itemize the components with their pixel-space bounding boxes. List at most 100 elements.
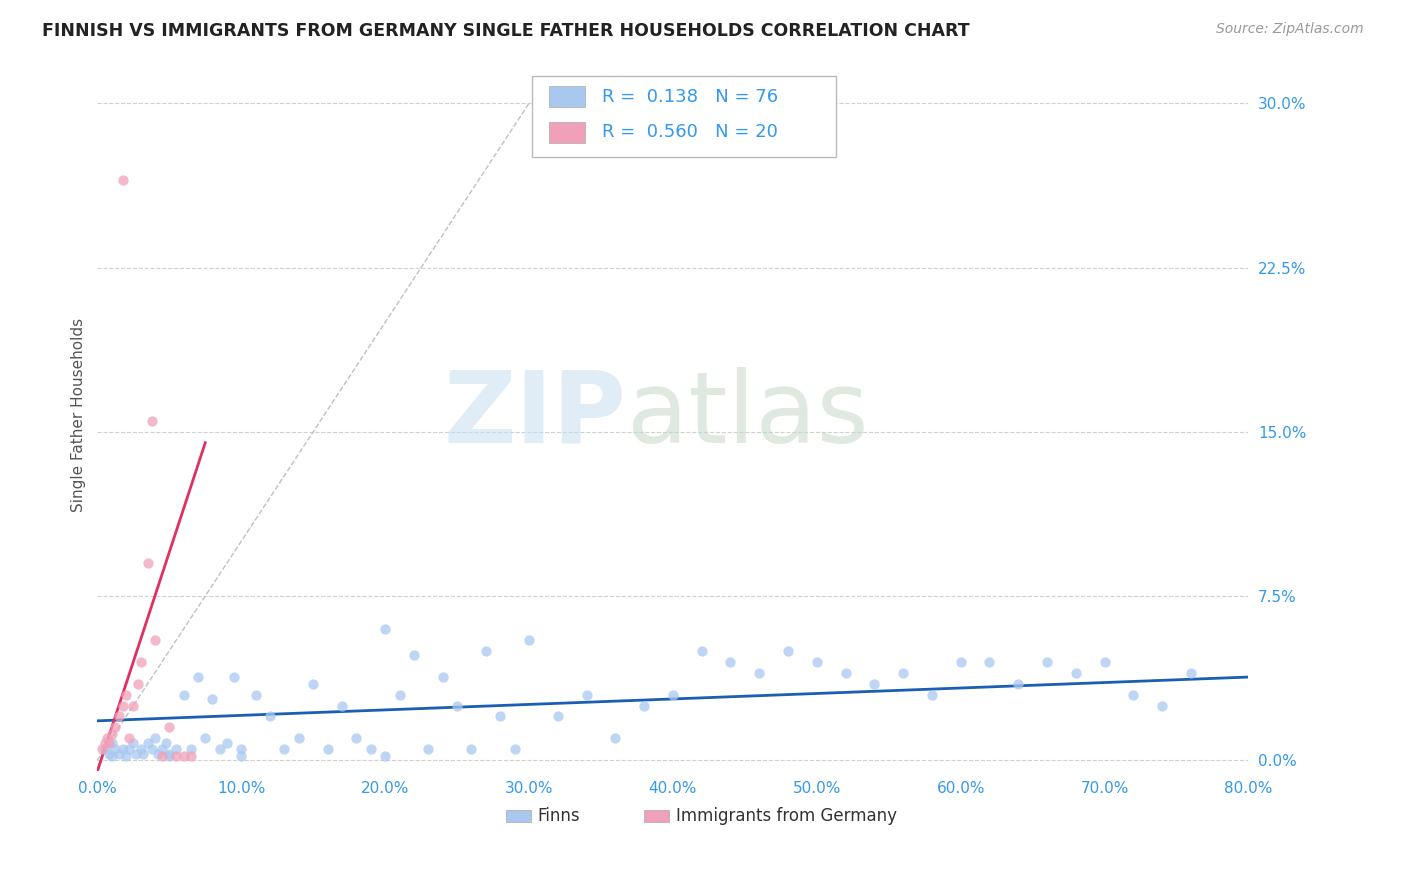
Point xyxy=(460,742,482,756)
Point xyxy=(418,742,440,756)
Point xyxy=(166,748,188,763)
Text: R =  0.560   N = 20: R = 0.560 N = 20 xyxy=(602,123,778,141)
Point xyxy=(129,742,152,756)
Point xyxy=(979,655,1001,669)
Point xyxy=(112,698,135,713)
Point xyxy=(150,742,173,756)
Point xyxy=(1007,676,1029,690)
Point xyxy=(104,720,127,734)
Point xyxy=(97,736,120,750)
Point xyxy=(141,742,163,756)
Text: FINNISH VS IMMIGRANTS FROM GERMANY SINGLE FATHER HOUSEHOLDS CORRELATION CHART: FINNISH VS IMMIGRANTS FROM GERMANY SINGL… xyxy=(42,22,970,40)
Point xyxy=(605,731,627,746)
Point xyxy=(108,709,131,723)
Point xyxy=(146,747,169,761)
Point xyxy=(122,698,145,713)
Point xyxy=(150,748,173,763)
Point xyxy=(259,709,281,723)
Point xyxy=(166,742,188,756)
Point xyxy=(891,665,914,680)
Point xyxy=(489,709,512,723)
Point xyxy=(1122,688,1144,702)
Point xyxy=(921,688,943,702)
Bar xyxy=(506,810,531,822)
Point xyxy=(231,748,253,763)
Point xyxy=(388,688,411,702)
Point xyxy=(432,670,454,684)
Point xyxy=(446,698,468,713)
Point xyxy=(201,692,224,706)
Point xyxy=(316,742,339,756)
Point xyxy=(662,688,685,702)
Point xyxy=(141,414,163,428)
Point xyxy=(93,742,115,756)
Point xyxy=(136,736,159,750)
Point xyxy=(374,622,396,636)
Point xyxy=(100,727,122,741)
Point xyxy=(104,742,127,756)
Point xyxy=(129,655,152,669)
Point xyxy=(157,748,180,763)
Point xyxy=(180,748,202,763)
Point xyxy=(157,720,180,734)
Point xyxy=(93,736,115,750)
Point xyxy=(100,748,122,763)
Bar xyxy=(548,121,585,143)
Text: R =  0.138   N = 76: R = 0.138 N = 76 xyxy=(602,87,778,105)
Point xyxy=(157,747,180,761)
Point xyxy=(863,676,886,690)
Point xyxy=(1064,665,1087,680)
Point xyxy=(245,688,267,702)
Point xyxy=(187,670,209,684)
Point xyxy=(302,676,325,690)
Point xyxy=(118,731,141,746)
Point xyxy=(690,644,713,658)
Point xyxy=(100,736,122,750)
Text: Immigrants from Germany: Immigrants from Germany xyxy=(676,807,897,825)
Point xyxy=(222,670,245,684)
Point xyxy=(748,665,770,680)
Point xyxy=(273,742,295,756)
Point xyxy=(125,747,148,761)
Text: Source: ZipAtlas.com: Source: ZipAtlas.com xyxy=(1216,22,1364,37)
Point xyxy=(180,742,202,756)
Point xyxy=(108,747,131,761)
Point xyxy=(97,747,120,761)
Point xyxy=(118,742,141,756)
Point xyxy=(173,748,195,763)
Point xyxy=(949,655,972,669)
Point xyxy=(136,556,159,570)
Point xyxy=(344,731,367,746)
Point xyxy=(374,748,396,763)
Point xyxy=(112,173,135,187)
Point xyxy=(208,742,231,756)
Point xyxy=(1094,655,1116,669)
Point xyxy=(806,655,828,669)
Point xyxy=(112,742,135,756)
Point xyxy=(143,632,166,647)
Point xyxy=(115,688,138,702)
Point xyxy=(402,648,425,662)
Bar xyxy=(644,810,669,822)
Point xyxy=(194,731,217,746)
Point xyxy=(143,731,166,746)
Text: ZIP: ZIP xyxy=(444,367,627,464)
Point xyxy=(122,736,145,750)
Point xyxy=(547,709,569,723)
Point xyxy=(575,688,598,702)
Point xyxy=(475,644,498,658)
Point xyxy=(1036,655,1059,669)
Point xyxy=(115,748,138,763)
Text: atlas: atlas xyxy=(627,367,869,464)
Point xyxy=(96,731,118,746)
FancyBboxPatch shape xyxy=(533,76,837,157)
Point xyxy=(517,632,540,647)
Point xyxy=(330,698,353,713)
Point xyxy=(155,736,177,750)
Point xyxy=(720,655,742,669)
Point xyxy=(503,742,526,756)
Point xyxy=(776,644,799,658)
Point xyxy=(1180,665,1202,680)
Point xyxy=(173,688,195,702)
Point xyxy=(834,665,856,680)
